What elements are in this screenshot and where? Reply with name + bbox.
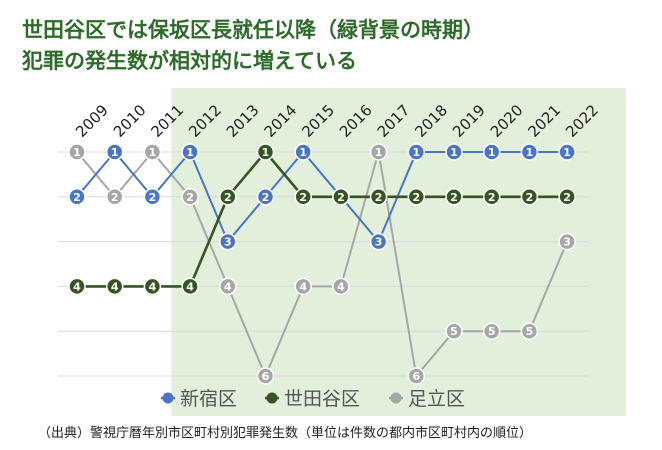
data-label: 1 [526, 146, 534, 159]
data-label: 1 [149, 146, 157, 159]
data-point: 1 [520, 143, 539, 161]
data-label: 2 [73, 191, 81, 204]
data-point: 4 [294, 277, 312, 296]
data-label: 6 [412, 370, 420, 383]
data-label: 2 [299, 191, 307, 204]
data-label: 1 [412, 146, 420, 159]
data-label: 2 [111, 191, 119, 204]
data-point: 4 [219, 277, 237, 296]
data-point: 1 [445, 143, 463, 161]
data-label: 1 [262, 146, 270, 159]
legend-entry: 世田谷区 [265, 388, 360, 410]
data-point: 1 [105, 143, 124, 161]
legend-entry: 足立区 [389, 388, 465, 410]
data-label: 2 [186, 191, 194, 204]
legend-label: 足立区 [408, 388, 465, 410]
data-point: 6 [256, 367, 275, 385]
data-point: 2 [181, 188, 199, 206]
data-point: 1 [369, 143, 388, 161]
data-label: 2 [563, 191, 571, 204]
data-label: 1 [375, 146, 383, 159]
data-point: 4 [181, 277, 199, 296]
data-point: 3 [369, 232, 388, 251]
source-note: （出典）警視庁暦年別市区町村別犯罪発生数（単位は件数の都内市区町村内の順位） [38, 426, 533, 441]
data-point: 1 [143, 143, 162, 161]
data-label: 2 [412, 191, 420, 204]
chart-title-line-2: 犯罪の発生数が相対的に増えている [22, 49, 357, 73]
data-point: 2 [369, 188, 388, 206]
data-label: 3 [224, 236, 232, 249]
data-point: 1 [256, 143, 275, 161]
data-label: 3 [375, 236, 383, 249]
data-point: 2 [407, 188, 426, 206]
data-label: 3 [563, 236, 571, 249]
data-label: 1 [111, 146, 119, 159]
data-label: 5 [488, 325, 496, 338]
data-point: 2 [520, 188, 539, 206]
data-point: 5 [445, 322, 463, 340]
legend-label: 世田谷区 [284, 388, 360, 410]
data-label: 4 [186, 280, 194, 293]
data-point: 1 [68, 143, 86, 161]
series-markers: 1 2 1 2 4 6 4 4 1 6 5 5 5 3 2 1 2 1 3 2 1 2 3 1 1 1 1 1 4 4 4 4 2 1 2 2 2 2 2 2… [68, 143, 576, 385]
data-label: 4 [111, 280, 119, 293]
data-label: 1 [488, 146, 496, 159]
data-label: 1 [299, 146, 307, 159]
data-label: 4 [337, 280, 345, 293]
data-label: 2 [375, 191, 383, 204]
data-point: 2 [68, 188, 86, 206]
data-point: 4 [68, 277, 86, 296]
data-point: 1 [294, 143, 312, 161]
highlight-period-background [171, 88, 626, 416]
data-label: 1 [450, 146, 458, 159]
data-point: 1 [482, 143, 501, 161]
data-label: 2 [488, 191, 496, 204]
data-point: 2 [445, 188, 463, 206]
data-point: 2 [294, 188, 312, 206]
data-label: 2 [224, 191, 232, 204]
data-label: 4 [299, 280, 307, 293]
legend-label: 新宿区 [180, 388, 237, 410]
x-tick-label: 2010 [110, 101, 150, 141]
data-point: 3 [558, 232, 576, 251]
data-point: 5 [520, 322, 539, 340]
data-point: 2 [332, 188, 350, 206]
data-point: 2 [558, 188, 576, 206]
data-point: 4 [143, 277, 162, 296]
data-point: 2 [143, 188, 162, 206]
data-point: 2 [219, 188, 237, 206]
data-label: 2 [337, 191, 345, 204]
data-point: 4 [332, 277, 350, 296]
x-tick-label: 2009 [72, 101, 112, 141]
data-point: 3 [219, 232, 237, 251]
data-point: 6 [407, 367, 426, 385]
data-label: 2 [149, 191, 157, 204]
data-point: 2 [256, 188, 275, 206]
legend: 新宿区 世田谷区 足立区 [161, 388, 465, 410]
data-point: 5 [482, 322, 501, 340]
data-point: 4 [105, 277, 124, 296]
data-label: 5 [526, 325, 534, 338]
data-point: 1 [181, 143, 199, 161]
data-label: 4 [149, 280, 157, 293]
data-label: 2 [450, 191, 458, 204]
data-label: 4 [224, 280, 232, 293]
data-label: 2 [262, 191, 270, 204]
data-label: 2 [526, 191, 534, 204]
data-point: 2 [105, 188, 124, 206]
data-label: 1 [73, 146, 81, 159]
data-label: 1 [563, 146, 571, 159]
data-label: 4 [73, 280, 81, 293]
data-label: 6 [262, 370, 270, 383]
data-point: 2 [482, 188, 501, 206]
data-point: 1 [407, 143, 426, 161]
data-label: 1 [186, 146, 194, 159]
data-point: 1 [558, 143, 576, 161]
data-label: 5 [450, 325, 458, 338]
legend-entry: 新宿区 [161, 388, 237, 410]
chart-title-line-1: 世田谷区では保坂区長就任以降（緑背景の時期） [22, 18, 484, 42]
